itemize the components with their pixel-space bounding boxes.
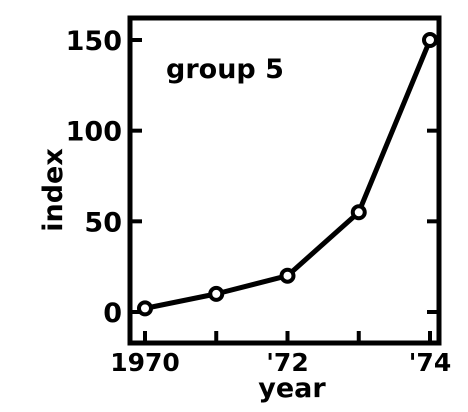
data-point [350,204,367,221]
x-tick-label: '72 [266,348,308,377]
x-tick-label: '74 [409,348,451,377]
x-axis-title: year [258,373,326,404]
y-tick-label: 150 [66,26,122,57]
y-axis-ticks: 0 50 100 150 [66,26,439,329]
data-point [208,285,225,302]
plot-frame [127,15,442,346]
panel-annotation: group 5 [166,54,284,85]
y-tick-label: 0 [103,298,122,329]
data-markers [137,32,438,317]
y-tick-label: 50 [84,207,122,238]
y-axis-title: index [38,148,69,232]
data-point [422,32,438,48]
x-tick-label: 1970 [110,348,180,377]
data-point [279,267,296,284]
x-axis-ticks: 1970 '72 '74 [110,331,451,377]
y-tick-label: 100 [66,117,122,148]
data-point [137,300,153,317]
